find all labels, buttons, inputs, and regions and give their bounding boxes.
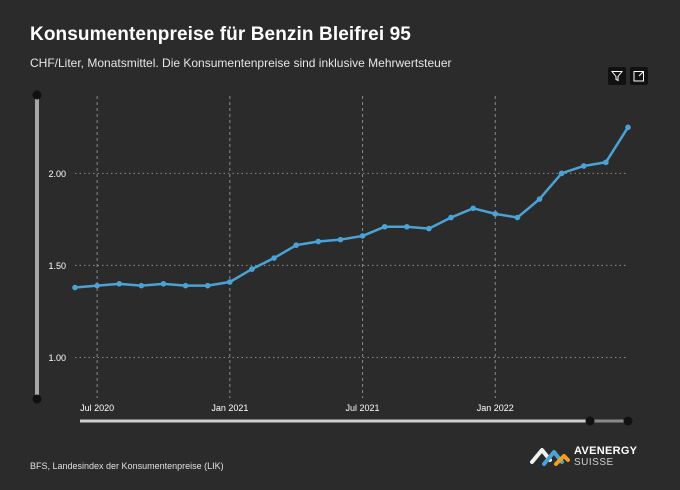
series-line	[74, 126, 630, 289]
data-point[interactable]	[426, 225, 432, 232]
filter-icon[interactable]	[608, 67, 626, 85]
logo-mark-icon	[530, 448, 570, 466]
data-point[interactable]	[580, 163, 587, 169]
chart-title: Konsumentenpreise für Benzin Bleifrei 95	[30, 24, 411, 45]
avenergy-logo: AVENERGY SUISSE	[530, 446, 637, 468]
data-point[interactable]	[470, 205, 476, 212]
data-point[interactable]	[625, 124, 631, 131]
data-point[interactable]	[271, 255, 277, 261]
x-tick-label: Jul 2020	[80, 403, 114, 413]
chart-subtitle: CHF/Liter, Monatsmittel. Die Konsumenten…	[30, 56, 452, 70]
data-point[interactable]	[94, 282, 100, 289]
y-slider-handle-top[interactable]	[32, 90, 42, 100]
y-axis: 1.00 1.50 2.00	[48, 169, 66, 363]
data-point[interactable]	[227, 279, 233, 285]
x-slider-handle-right[interactable]	[585, 416, 595, 426]
data-point[interactable]	[160, 281, 167, 287]
data-point[interactable]	[249, 266, 255, 272]
x-tick-label: Jul 2021	[346, 403, 380, 413]
data-point[interactable]	[116, 281, 123, 287]
logo-wordmark: AVENERGY	[574, 445, 638, 457]
y-range-slider[interactable]	[32, 90, 42, 404]
data-point[interactable]	[359, 233, 366, 239]
data-point[interactable]	[603, 159, 609, 166]
x-range-slider[interactable]	[80, 416, 633, 426]
logo-subwordmark: SUISSE	[574, 457, 614, 468]
data-point[interactable]	[536, 196, 543, 202]
visual-toolbar	[608, 67, 648, 85]
data-point[interactable]	[404, 223, 410, 230]
expand-icon[interactable]	[630, 67, 648, 85]
data-point[interactable]	[204, 282, 211, 289]
grid	[75, 96, 628, 398]
data-point[interactable]	[138, 282, 145, 289]
y-slider-handle-bottom[interactable]	[32, 394, 42, 404]
data-point[interactable]	[337, 236, 344, 243]
data-point[interactable]	[558, 170, 565, 177]
x-tick-label: Jan 2022	[477, 403, 514, 413]
x-slider-handle-end[interactable]	[623, 416, 633, 426]
series	[72, 124, 631, 291]
source-note: BFS, Landesindex der Konsumentenpreise (…	[30, 461, 224, 471]
data-point[interactable]	[182, 282, 189, 289]
x-axis: Jul 2020 Jan 2021 Jul 2021 Jan 2022	[80, 403, 514, 413]
data-point[interactable]	[514, 214, 521, 221]
data-point[interactable]	[72, 284, 78, 291]
y-tick-label: 1.00	[48, 353, 66, 363]
data-point[interactable]	[492, 211, 499, 217]
data-point[interactable]	[315, 238, 322, 245]
y-tick-label: 1.50	[48, 261, 66, 271]
data-point[interactable]	[381, 223, 388, 230]
data-point[interactable]	[448, 214, 454, 221]
x-tick-label: Jan 2021	[211, 403, 248, 413]
y-tick-label: 2.00	[48, 169, 66, 179]
data-point[interactable]	[293, 242, 300, 248]
